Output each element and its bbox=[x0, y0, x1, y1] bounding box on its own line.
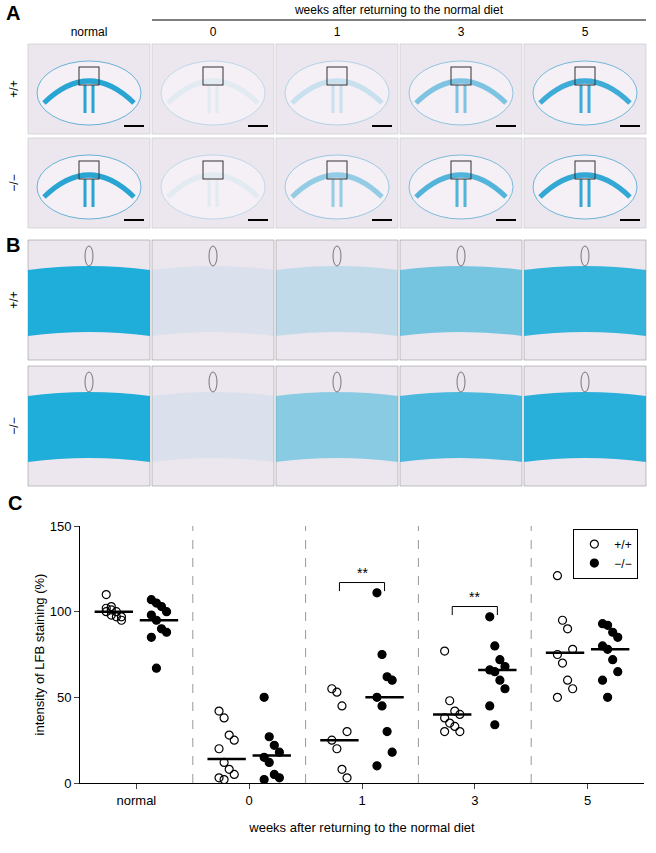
svg-text:weeks after returning to the n: weeks after returning to the normal diet bbox=[248, 820, 475, 835]
svg-text:5: 5 bbox=[584, 793, 591, 808]
svg-text:3: 3 bbox=[471, 793, 478, 808]
svg-text:A: A bbox=[6, 2, 20, 24]
svg-text:**: ** bbox=[357, 565, 368, 581]
svg-text:1: 1 bbox=[334, 25, 341, 39]
svg-text:3: 3 bbox=[458, 25, 465, 39]
svg-text:−/−: −/− bbox=[614, 557, 631, 571]
svg-text:0: 0 bbox=[64, 776, 71, 791]
svg-text:+/+: +/+ bbox=[614, 538, 631, 552]
svg-text:weeks after returning to the n: weeks after returning to the normal diet bbox=[294, 3, 504, 17]
svg-text:150: 150 bbox=[50, 519, 72, 534]
svg-text:0: 0 bbox=[210, 25, 217, 39]
svg-text:50: 50 bbox=[57, 690, 71, 705]
svg-text:normal: normal bbox=[71, 25, 108, 39]
svg-text:**: ** bbox=[469, 589, 480, 605]
html-text:C: C bbox=[8, 492, 23, 514]
svg-text:−/−: −/− bbox=[7, 174, 21, 191]
svg-text:1: 1 bbox=[358, 793, 365, 808]
svg-text:+/+: +/+ bbox=[7, 291, 21, 308]
svg-text:+/+: +/+ bbox=[7, 80, 21, 97]
svg-text:0: 0 bbox=[246, 793, 253, 808]
svg-text:B: B bbox=[6, 234, 20, 256]
svg-text:−/−: −/− bbox=[7, 417, 21, 434]
svg-text:intensity of LFB staining (%): intensity of LFB staining (%) bbox=[32, 574, 47, 736]
svg-text:5: 5 bbox=[582, 25, 589, 39]
svg-text:100: 100 bbox=[50, 604, 72, 619]
svg-text:normal: normal bbox=[117, 793, 157, 808]
